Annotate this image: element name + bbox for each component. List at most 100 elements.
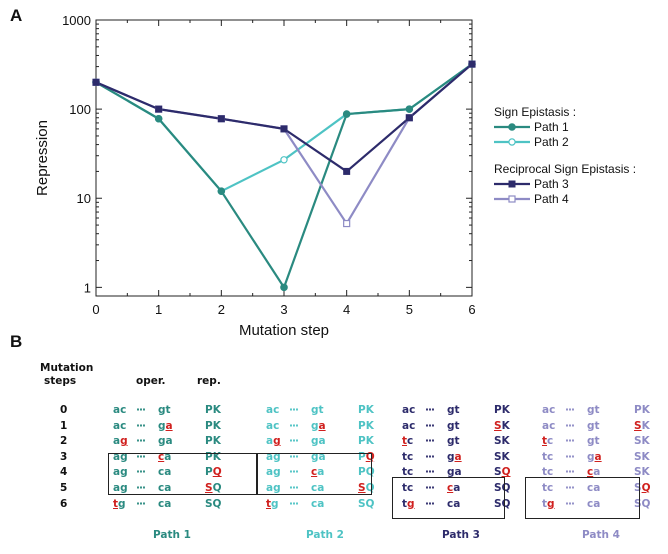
operator-right: ga: [311, 420, 326, 432]
y-axis-label: Repression: [34, 120, 51, 196]
base: ···: [565, 404, 575, 416]
base: ···: [289, 450, 299, 463]
base: ···: [289, 404, 299, 416]
mutated-base: S: [634, 419, 642, 432]
base: a: [317, 466, 325, 479]
mutated-base: Q: [641, 482, 651, 494]
ellipsis: ···: [136, 451, 146, 463]
header-rep: rep.: [197, 375, 221, 387]
base: S: [494, 466, 502, 479]
repressor: PK: [634, 404, 650, 416]
data-point: [343, 167, 351, 175]
operator-left: ac: [542, 420, 555, 432]
base: gt: [587, 404, 600, 416]
base: PK: [634, 404, 650, 416]
ellipsis: ···: [289, 404, 299, 416]
base: ca: [311, 497, 325, 510]
base: a: [266, 435, 274, 448]
legend-marker: [508, 123, 516, 131]
base: tc: [402, 450, 414, 463]
repressor: PK: [358, 435, 374, 447]
x-tick-label: 4: [343, 302, 350, 317]
base: ga: [447, 466, 462, 479]
base: g: [271, 497, 279, 510]
legend-label: Path 1: [534, 120, 569, 134]
base: c: [547, 435, 554, 448]
mutated-base: g: [273, 435, 281, 448]
base: ···: [136, 482, 146, 494]
legend-group-title: Sign Epistasis :: [494, 105, 576, 119]
repressor: SQ: [358, 482, 375, 494]
repressor: PK: [205, 420, 221, 432]
base: ···: [425, 497, 435, 510]
base: g: [587, 450, 595, 463]
operator-left: ac: [113, 404, 126, 416]
base: tc: [542, 450, 554, 463]
base: ···: [565, 419, 575, 432]
base: SQ: [205, 497, 222, 510]
highlight-box: [108, 453, 258, 495]
base: g: [447, 450, 455, 463]
base: t: [402, 497, 408, 510]
operator-left: ac: [113, 420, 126, 432]
mutated-base: t: [266, 497, 272, 510]
repressor: SK: [494, 435, 510, 447]
base: a: [453, 482, 461, 494]
base: SK: [494, 435, 510, 448]
operator-left: tg: [266, 498, 279, 510]
mutated-base: a: [318, 419, 326, 432]
data-point: [217, 187, 226, 195]
legend-label: Path 4: [534, 192, 569, 206]
mutated-base: a: [454, 450, 462, 463]
x-tick-label: 1: [155, 302, 162, 317]
mutated-base: g: [407, 497, 415, 510]
ellipsis: ···: [565, 451, 575, 463]
operator-right: ga: [447, 451, 462, 463]
base: Q: [365, 482, 375, 494]
step-label: 4: [60, 466, 68, 479]
operator-right: ca: [158, 482, 171, 494]
operator-right: gt: [158, 404, 171, 416]
operator-right: ca: [447, 498, 460, 510]
operator-left: ag: [113, 435, 128, 447]
operator-left: tc: [542, 435, 553, 447]
operator-right: ca: [587, 498, 600, 510]
ellipsis: ···: [565, 419, 575, 432]
mutated-base: S: [205, 482, 213, 494]
x-tick-label: 2: [218, 302, 225, 317]
ellipsis: ···: [136, 498, 146, 510]
mutated-base: Q: [212, 466, 222, 479]
operator-right: ca: [158, 466, 171, 478]
operator-right: ga: [158, 435, 173, 447]
base: tc: [542, 482, 554, 494]
base: ca: [587, 482, 601, 494]
operator-right: gt: [587, 420, 600, 432]
base: t: [542, 497, 548, 510]
operator-left: ag: [113, 482, 128, 494]
base: SQ: [494, 482, 511, 494]
operator-left: ac: [402, 420, 415, 432]
header-mutation: Mutation: [40, 362, 94, 374]
ellipsis: ···: [136, 435, 146, 448]
base: ac: [402, 419, 416, 432]
base: PK: [358, 435, 374, 448]
ellipsis: ···: [425, 420, 435, 432]
operator-right: ca: [587, 466, 600, 478]
data-point: [342, 110, 351, 118]
panel-b-letter: B: [10, 332, 23, 351]
operator-right: ca: [311, 482, 324, 494]
mutated-base: t: [113, 497, 119, 510]
base: P: [205, 466, 213, 479]
base: PK: [358, 419, 374, 432]
base: ···: [136, 435, 146, 448]
ellipsis: ···: [425, 497, 435, 510]
header-steps: steps: [44, 375, 77, 387]
base: SK: [634, 450, 650, 463]
operator-left: tc: [542, 482, 553, 494]
base: ···: [289, 419, 299, 432]
ellipsis: ···: [289, 482, 299, 494]
operator-left: tg: [542, 498, 555, 510]
ellipsis: ···: [289, 498, 299, 510]
repressor: PQ: [358, 466, 375, 478]
